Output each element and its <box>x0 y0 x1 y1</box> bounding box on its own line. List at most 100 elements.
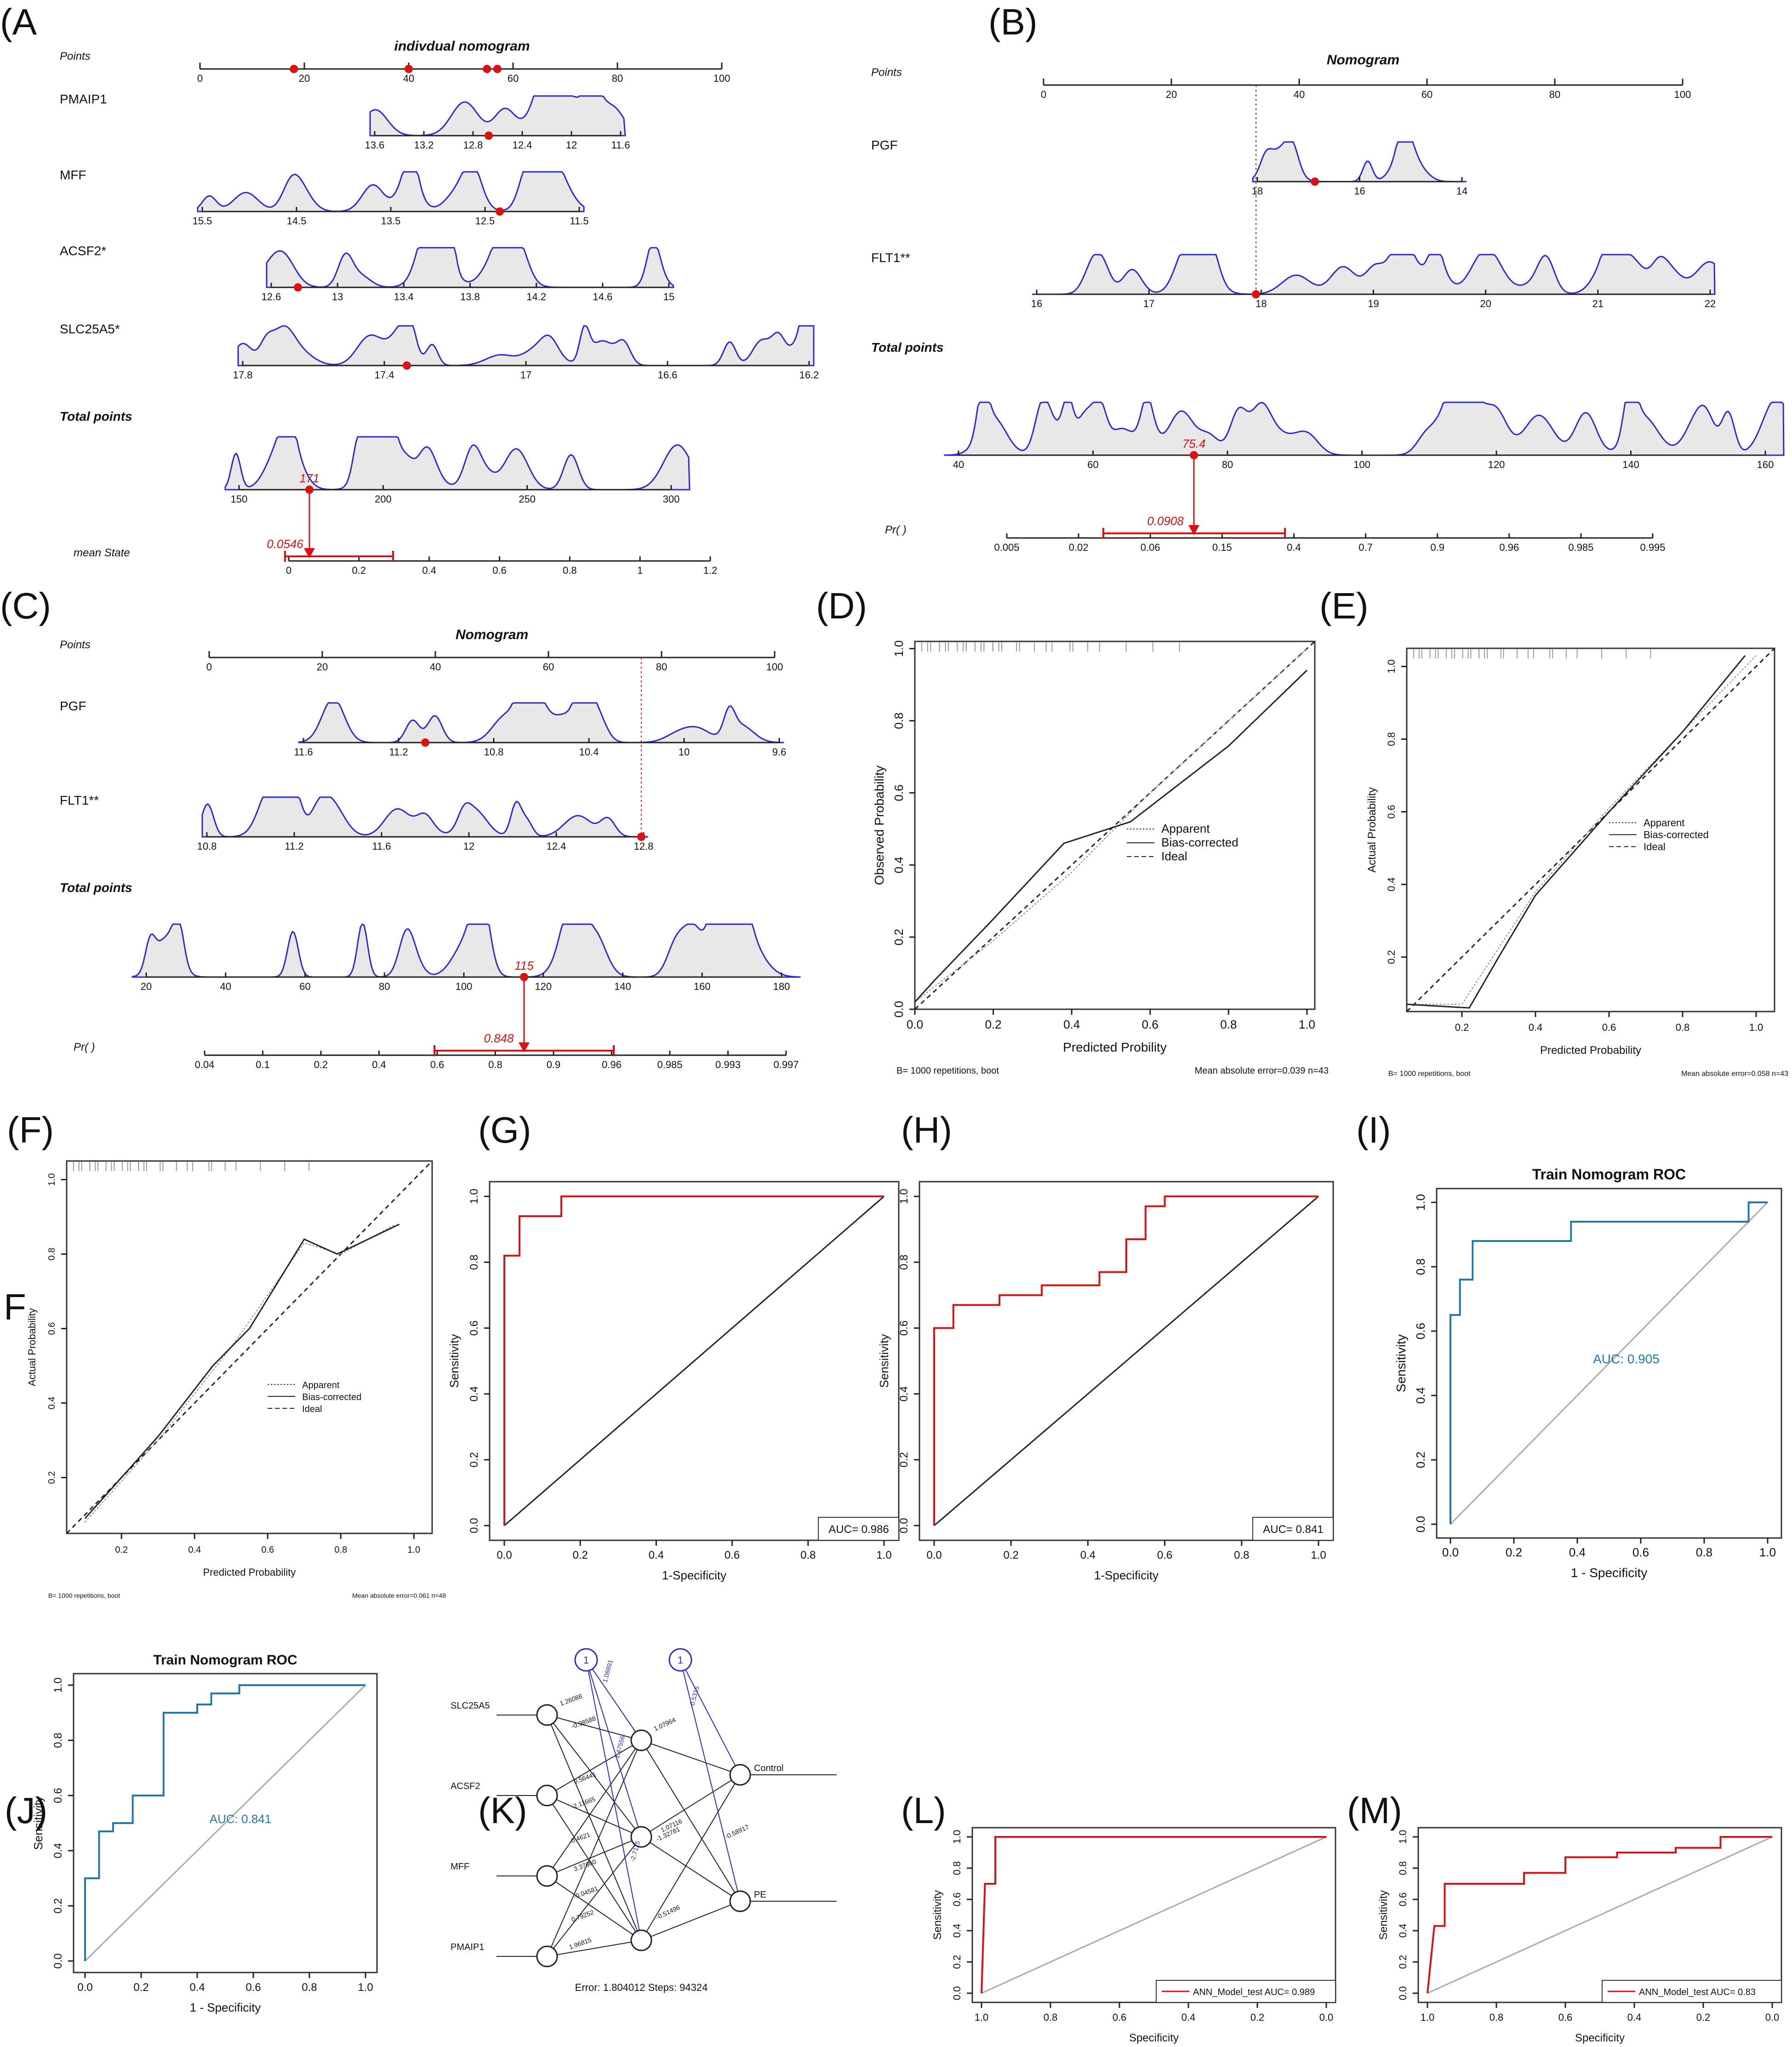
nn-bias-weight: 1.08891 <box>601 1659 614 1683</box>
nomo-A-var-tick-label: 16.6 <box>658 369 678 381</box>
nomo-A-var-tick-label: 12 <box>566 139 577 151</box>
roc-M-diagonal <box>1427 1836 1773 1994</box>
calib-D-xlabel: Predicted Probility <box>1063 1040 1167 1054</box>
roc-J-ytick-label: 0.6 <box>52 1788 64 1803</box>
calib-F-xlabel: Predicted Probability <box>203 1567 296 1578</box>
nomo-A-points-tick-label: 40 <box>403 73 414 84</box>
nomo-C-var-tick-label: 12 <box>463 841 474 852</box>
nomo-A-var-label: MFF <box>60 168 86 182</box>
roc-M-ytick-label: 0.8 <box>1397 1861 1409 1875</box>
nomo-A-var-tick-label: 17.8 <box>233 369 253 381</box>
calib-F-ytick-label: 0.4 <box>47 1397 57 1410</box>
roc-M-ytick-label: 0.0 <box>1397 1986 1409 2001</box>
nomo-A-total-value: 171 <box>299 471 319 485</box>
nn-weight: 1.26088 <box>559 1692 583 1707</box>
roc-H-frame <box>919 1181 1334 1541</box>
nomo-B-prob-tick-label: 0.06 <box>1141 542 1160 553</box>
roc-L-ytick-label: 0.8 <box>951 1861 963 1875</box>
nomo-B-prob-label: Pr( ) <box>885 524 907 536</box>
nn-weight: -2.11665 <box>571 1795 597 1811</box>
roc-L-xtick-label: 1.0 <box>975 2012 989 2023</box>
nomo-A-var-tick-label: 13.5 <box>381 215 401 227</box>
panel-label-G: (G) <box>478 1109 531 1150</box>
calib-E-xtick-label: 0.8 <box>1676 1022 1690 1033</box>
nomo-C-total-label: Total points <box>60 881 132 895</box>
roc-L-xtick-label: 0.0 <box>1319 2012 1334 2023</box>
nomo-B-prob-tick-label: 0.7 <box>1358 542 1373 553</box>
nomo-A-var-tick-label: 12.8 <box>463 139 483 151</box>
nomo-B-var-density <box>1252 141 1467 183</box>
nomo-B-prob-value: 0.0908 <box>1147 514 1184 528</box>
nomo-A-var-marker <box>403 361 411 370</box>
calib-E-legend-label: Bias-corrected <box>1644 829 1709 841</box>
nomo-C-var-density <box>298 702 784 743</box>
nomo-A-points-tick-label: 80 <box>612 73 623 84</box>
nn-bias-edge <box>586 1659 642 1837</box>
calib-D-xtick-label: 0.4 <box>1063 1018 1080 1031</box>
nomo-A-var-tick-label: 11.6 <box>611 139 630 151</box>
nomo-A-var-density <box>197 171 585 212</box>
roc-M-curve <box>1427 1836 1772 1994</box>
nn-edge <box>547 1836 642 1957</box>
nn-edge <box>641 1774 741 1941</box>
nn-input-node <box>536 1865 558 1887</box>
roc-G-auc-box <box>818 1517 899 1541</box>
nomo-C-prob-tick-label: 0.8 <box>488 1059 502 1070</box>
roc-G-diagonal <box>504 1195 885 1527</box>
nomo-B-var-tick-label: 14 <box>1456 185 1467 197</box>
nomo-C-var-tick-label: 11.2 <box>389 746 408 758</box>
nomo-B-total-tick-label: 80 <box>1222 459 1233 470</box>
nomo-A-arrow <box>304 548 315 558</box>
nomo-C-var-tick-label: 12.4 <box>547 841 566 852</box>
roc-M-ylabel: Sensitivity <box>1377 1890 1390 1940</box>
nn-edge <box>641 1740 741 1775</box>
calib-E-xlabel: Predicted Probability <box>1540 1044 1641 1057</box>
nomo-C-points-label: Points <box>60 639 91 651</box>
nomo-A-var-tick-label: 17.4 <box>375 369 394 381</box>
nomo-A-var-label: SLC25A5* <box>60 322 120 336</box>
nomo-A-total-tick-label: 200 <box>375 493 392 505</box>
roc-L-ytick-label: 0.0 <box>951 1986 963 2001</box>
nomo-A-var-tick-label: 11.5 <box>570 215 588 227</box>
nomo-A-total-density <box>224 436 691 491</box>
nomo-C-prob-label: Pr( ) <box>74 1041 95 1053</box>
calib-D-apparent <box>914 648 1307 1003</box>
roc-M-ytick-label: 1.0 <box>1397 1830 1409 1844</box>
nomo-A-var-tick-label: 12.6 <box>262 291 281 303</box>
panel-label-F: (F) <box>7 1109 54 1150</box>
nomo-A-var-density <box>266 247 674 288</box>
roc-J-xtick-label: 0.4 <box>189 1981 205 1994</box>
calib-D-legend-label: Ideal <box>1161 849 1187 863</box>
nn-edge <box>547 1740 642 1796</box>
nomo-A-points-marker <box>290 65 298 73</box>
nn-weight: 1.07964 <box>653 1716 677 1733</box>
roc-G-xtick-label: 0.0 <box>497 1549 512 1561</box>
nn-bias-node <box>574 1648 598 1672</box>
nomo-B-total-tick-label: 140 <box>1622 459 1639 470</box>
nomo-B-total-tick-label: 120 <box>1488 459 1505 470</box>
nomo-C-var-tick-label: 11.2 <box>285 841 303 852</box>
nomo-C-total-tick-label: 80 <box>379 981 390 992</box>
nomo-B-prob-tick-label: 0.005 <box>994 542 1019 553</box>
nomo-A-var-density <box>237 325 815 366</box>
panel-label-F2: F <box>4 1287 26 1327</box>
nn-weight: -0.58917 <box>724 1823 750 1841</box>
nomo-C-prob-tick-label: 0.96 <box>602 1059 622 1070</box>
nomo-A-title: indivdual nomogram <box>394 39 530 54</box>
nomo-B-var-tick-label: 16 <box>1354 185 1365 197</box>
roc-L-xlabel: Specificity <box>1129 2032 1179 2044</box>
calib-D-ytick-label: 0.4 <box>892 857 906 873</box>
roc-J-ytick-label: 1.0 <box>52 1677 64 1692</box>
nn-weight: 0.79252 <box>571 1908 595 1923</box>
nomo-C-total-tick-label: 100 <box>456 981 473 992</box>
panel-label-I: (I) <box>1356 1109 1391 1150</box>
nomo-C-prob-tick-label: 0.04 <box>195 1059 215 1070</box>
roc-H-xtick-label: 1.0 <box>1311 1549 1326 1561</box>
calib-D-xtick-label: 1.0 <box>1299 1018 1315 1031</box>
nomo-B-var-tick-label: 18 <box>1252 185 1263 197</box>
calib-D-ytick-label: 0.2 <box>892 929 906 945</box>
nomo-A-prob-tick-label: 0.2 <box>352 565 366 576</box>
calib-E-ytick-label: 0.4 <box>1386 877 1397 892</box>
calib-D-ytick-label: 1.0 <box>892 640 906 657</box>
